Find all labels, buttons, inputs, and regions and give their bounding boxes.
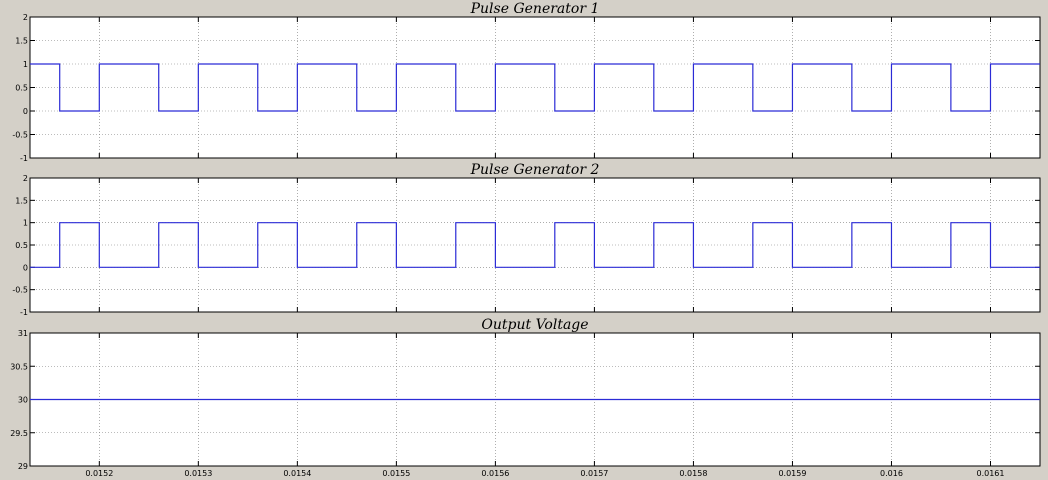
x-tick-label: 0.016 (880, 469, 903, 478)
panel-title-bar (0, 161, 1048, 178)
x-tick-label: 0.0152 (85, 469, 113, 478)
x-tick-label: 0.0156 (481, 469, 509, 478)
panel-title: Pulse Generator 1 (470, 1, 600, 17)
series-line (30, 63, 1040, 112)
x-tick-label: 0.0158 (679, 469, 707, 478)
y-tick-label: 0 (23, 107, 28, 116)
panel-1: Pulse Generator 1 2 1.5 1 0.5 0 -0.5 -1 (0, 0, 1048, 163)
x-tick-label: 0.0157 (580, 469, 608, 478)
panel-title: Output Voltage (481, 317, 588, 333)
y-tick-label: 0 (23, 263, 28, 272)
y-tick-label: 1.5 (15, 37, 28, 46)
x-tick-label: 0.0153 (184, 469, 212, 478)
panel-title-bar (0, 0, 1048, 17)
y-tick-label: 29.5 (10, 429, 28, 438)
y-tick-label: 29 (18, 462, 28, 471)
y-tick-label: -1 (20, 308, 28, 317)
y-tick-label: 30.5 (10, 362, 28, 371)
y-tick-label: 1.5 (15, 196, 28, 205)
y-tick-label: 1 (23, 219, 28, 228)
series-line (30, 222, 1040, 268)
y-tick-label: 1 (23, 60, 28, 69)
panel-3: Output Voltage 31 30.5 30 29.5 29 0.0152 0.0153… (0, 315, 1048, 478)
y-tick-label: 0.5 (15, 241, 28, 250)
y-tick-label: 2 (23, 174, 28, 183)
y-tick-label: -0.5 (12, 286, 28, 295)
y-tick-label: -0.5 (12, 131, 28, 140)
panel-2: Pulse Generator 2 2 1.5 1 0.5 0 -0.5 -1 (0, 161, 1048, 317)
x-tick-label: 0.0154 (283, 469, 311, 478)
panel-title-bar (0, 315, 1048, 333)
y-tick-label: 31 (18, 329, 28, 338)
y-tick-label: 0.5 (15, 84, 28, 93)
y-tick-label: 30 (18, 396, 28, 405)
x-tick-label: 0.0159 (778, 469, 806, 478)
y-tick-label: 2 (23, 13, 28, 22)
x-tick-label: 0.0155 (382, 469, 410, 478)
x-tick-label: 0.0161 (976, 469, 1004, 478)
panel-title: Pulse Generator 2 (470, 162, 600, 178)
y-tick-label: -1 (20, 154, 28, 163)
